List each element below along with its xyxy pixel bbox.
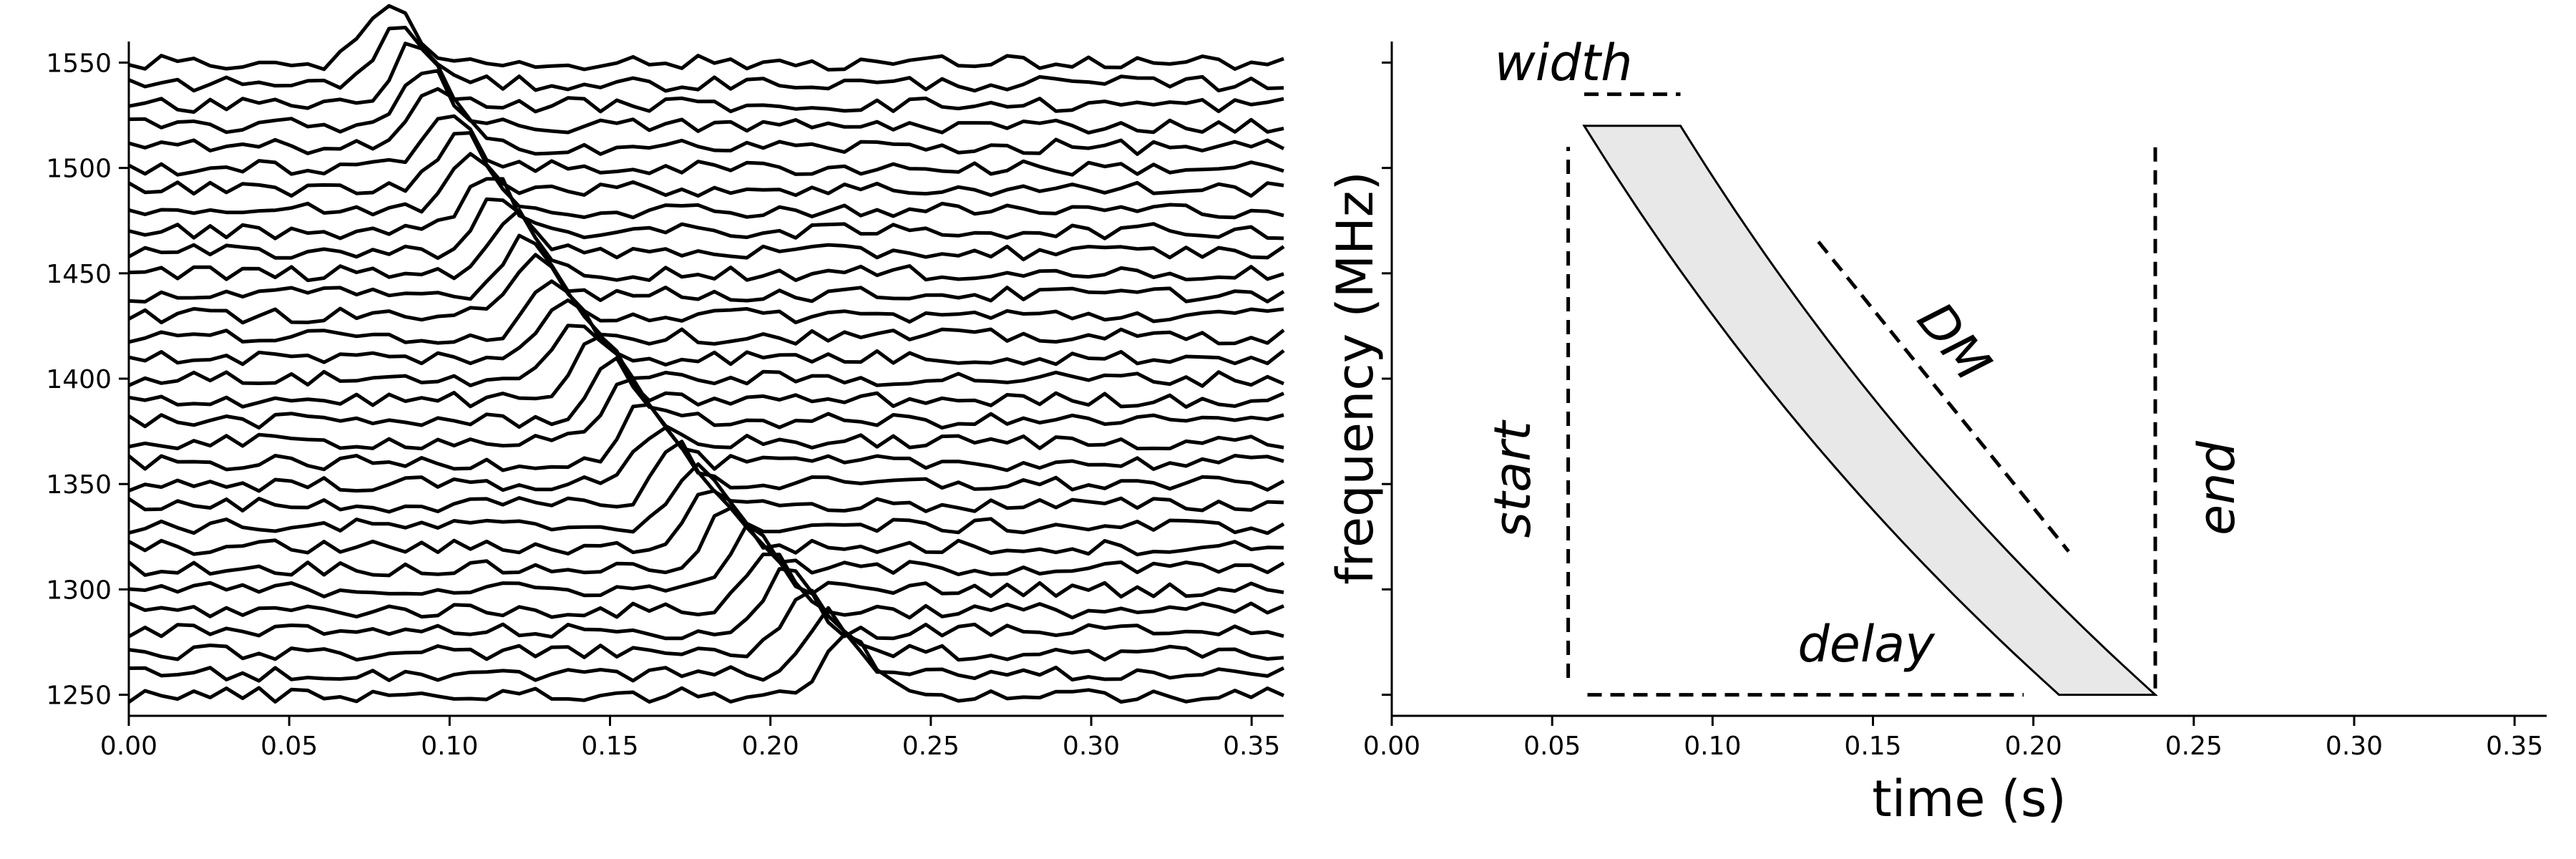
x-tick-label: 0.30: [1063, 732, 1120, 761]
x-tick-label: 0.30: [2326, 732, 2383, 761]
channel-trace: [127, 440, 1284, 514]
y-tick-label: 1450: [46, 260, 112, 289]
y-tick-label: 1250: [46, 681, 112, 711]
right-y-ticks: [1382, 61, 1392, 697]
x-tick-label: 0.00: [100, 732, 157, 761]
channel-trace: [128, 152, 1284, 220]
x-tick-label: 0.15: [581, 732, 638, 761]
right-y-axis-title: frequency (MHz): [1326, 171, 1385, 585]
y-tick-label: 1350: [46, 470, 112, 500]
channel-trace: [127, 633, 1285, 704]
y-tick-label: 1400: [46, 365, 112, 394]
channel-trace: [128, 298, 1285, 367]
channel-trace: [127, 356, 1284, 430]
channel-trace: [127, 489, 1284, 557]
right-x-ticks: 0.00 0.05 0.10 0.15 0.20 0.25 0.30 0.35: [1363, 716, 2543, 761]
x-tick-label: 0.35: [1223, 732, 1280, 761]
x-tick-label: 0.05: [260, 732, 318, 761]
x-tick-label: 0.15: [1844, 732, 1901, 761]
channel-trace: [128, 279, 1285, 346]
right-x-axis-title: time (s): [1872, 770, 2067, 828]
x-tick-label: 0.25: [902, 732, 960, 761]
channel-trace: [128, 462, 1285, 535]
x-tick-label: 0.00: [1363, 732, 1420, 761]
right-panel: width start end DM delay 0.00 0.05 0.10 0.1…: [1326, 34, 2547, 828]
left-panel: 0.00 0.05 0.10 0.15 0.20 0.25 0.30 0.35 1250 130…: [46, 4, 1285, 761]
y-tick-label: 1500: [46, 155, 112, 184]
left-y-ticks: 1250 1300 1350 1400 1450 1500 1550: [46, 49, 129, 711]
y-tick-label: 1550: [46, 49, 112, 78]
x-tick-label: 0.20: [742, 732, 799, 761]
channel-trace: [128, 552, 1284, 620]
channel-trace: [128, 42, 1284, 114]
x-tick-label: 0.05: [1523, 732, 1581, 761]
channel-trace: [127, 253, 1284, 325]
channel-trace: [128, 87, 1285, 156]
x-tick-label: 0.25: [2165, 732, 2223, 761]
channel-trace: [128, 177, 1284, 241]
dispersed-pulse-band: [1582, 125, 2158, 697]
channel-trace: [128, 233, 1285, 304]
left-x-ticks: 0.00 0.05 0.10 0.15 0.20 0.25 0.30 0.35: [100, 716, 1280, 761]
y-tick-label: 1300: [46, 576, 112, 605]
channel-trace: [128, 26, 1284, 93]
channel-trace: [128, 523, 1284, 599]
left-traces: [127, 4, 1285, 704]
width-label: width: [1495, 34, 1633, 92]
dm-marker-line: [1817, 241, 2070, 553]
channel-trace: [128, 334, 1284, 409]
start-label: start: [1483, 419, 1542, 538]
x-tick-label: 0.10: [421, 732, 478, 761]
channel-trace: [128, 208, 1284, 283]
channel-trace: [128, 4, 1284, 72]
channel-trace: [128, 588, 1284, 662]
delay-label: delay: [1797, 615, 1936, 674]
channel-trace: [128, 606, 1285, 683]
x-tick-label: 0.10: [1684, 732, 1741, 761]
channel-trace: [127, 402, 1284, 472]
end-label: end: [2187, 441, 2246, 535]
x-tick-label: 0.35: [2486, 732, 2543, 761]
channel-trace: [127, 197, 1285, 261]
channel-trace: [127, 506, 1285, 578]
channel-trace: [127, 131, 1284, 198]
x-tick-label: 0.20: [2005, 732, 2062, 761]
channel-trace: [127, 114, 1284, 177]
channel-trace: [128, 425, 1285, 493]
channel-trace: [127, 324, 1284, 388]
channel-trace: [128, 377, 1284, 451]
channel-trace: [127, 567, 1284, 641]
channel-trace: [128, 69, 1284, 135]
